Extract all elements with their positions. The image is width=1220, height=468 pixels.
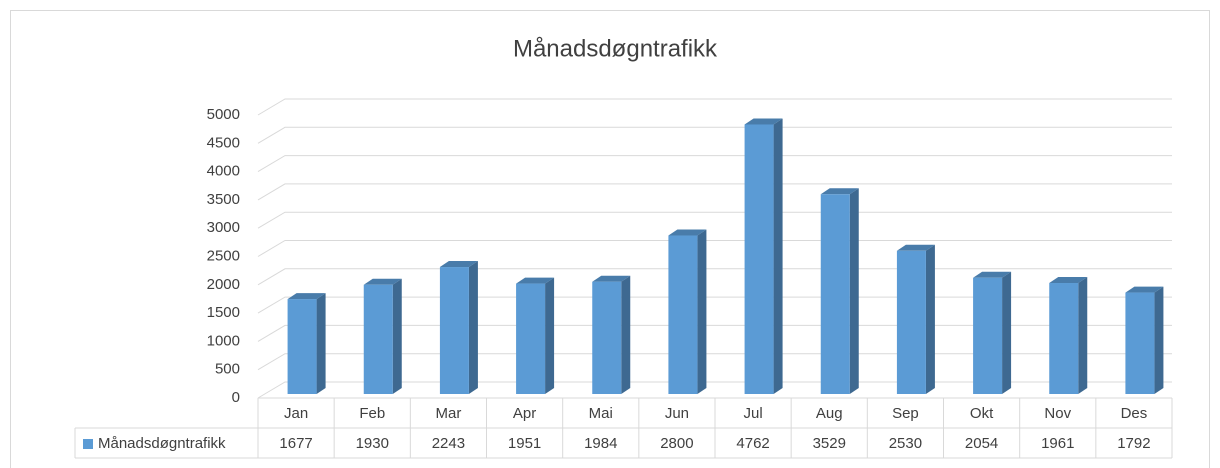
table-value: 4762: [736, 435, 769, 452]
y-tick-label: 3500: [207, 191, 240, 208]
x-tick-label: Okt: [970, 405, 994, 422]
chart-title: Månadsdøgntrafikk: [513, 35, 718, 62]
grid-line: [257, 296, 1172, 314]
bar-front: [744, 124, 774, 395]
bar-top: [744, 118, 783, 125]
bar-front: [287, 299, 317, 394]
table-value: 3529: [813, 435, 846, 452]
bar-side: [316, 293, 326, 394]
x-tick-label: Mai: [589, 405, 613, 422]
x-tick-label: Feb: [359, 405, 385, 422]
x-tick-label: Sep: [892, 405, 919, 422]
bar-top: [592, 275, 631, 282]
table-value: 1951: [508, 435, 541, 452]
legend-swatch: [83, 439, 93, 449]
bar: [287, 293, 326, 394]
x-tick-label: Apr: [513, 405, 536, 422]
bar: [820, 188, 859, 394]
table-value: 1792: [1117, 435, 1150, 452]
bar-top: [896, 244, 935, 251]
bar: [744, 118, 783, 395]
table-value: 1930: [356, 435, 389, 452]
bar: [668, 229, 707, 394]
x-tick-label: Jul: [743, 405, 762, 422]
bar-side: [697, 229, 707, 394]
table-value: 2054: [965, 435, 998, 452]
y-tick-label: 3000: [207, 219, 240, 236]
x-tick-label: Des: [1121, 405, 1148, 422]
bar-side: [468, 261, 478, 394]
grid-line: [257, 324, 1172, 342]
bar-front: [516, 283, 546, 394]
bar-front: [820, 194, 850, 394]
grid-line: [257, 211, 1172, 229]
bar-front: [1049, 283, 1079, 394]
x-tick-label: Nov: [1044, 405, 1071, 422]
grid-line: [257, 268, 1172, 286]
bar-front: [668, 235, 698, 394]
grid-line: [257, 381, 1172, 399]
bar: [516, 277, 555, 394]
grid-line: [257, 353, 1172, 371]
bar-side: [621, 275, 631, 394]
bar: [363, 278, 402, 394]
bar-front: [896, 250, 926, 394]
grid-line: [257, 155, 1172, 173]
bar-side: [849, 188, 859, 394]
bar-side: [925, 244, 935, 394]
bar-top: [973, 271, 1012, 278]
y-tick-label: 500: [215, 361, 240, 378]
y-tick-label: 4000: [207, 163, 240, 180]
y-tick-label: 1500: [207, 304, 240, 321]
bar: [973, 271, 1012, 394]
x-tick-label: Mar: [435, 405, 461, 422]
x-tick-label: Jun: [665, 405, 689, 422]
bar: [1049, 277, 1088, 394]
bar-front: [363, 284, 393, 394]
chart-border: [10, 10, 1210, 468]
bar-front: [592, 281, 622, 394]
bar-top: [820, 188, 859, 195]
bar: [1125, 286, 1164, 394]
y-tick-label: 5000: [207, 106, 240, 123]
bar-side: [773, 118, 783, 395]
bar: [592, 275, 631, 394]
table-value: 2243: [432, 435, 465, 452]
grid-line: [257, 183, 1172, 201]
bar-top: [287, 293, 326, 300]
bar-top: [439, 261, 478, 268]
bar-front: [973, 277, 1003, 394]
y-tick-label: 2000: [207, 276, 240, 293]
bar-top: [668, 229, 707, 236]
table-value: 1677: [279, 435, 312, 452]
x-tick-label: Aug: [816, 405, 843, 422]
bar: [439, 261, 478, 394]
grid-line: [257, 126, 1172, 144]
bar-front: [439, 267, 469, 394]
bar-top: [1125, 286, 1164, 293]
bar-top: [1049, 277, 1088, 284]
y-tick-label: 0: [232, 389, 240, 406]
bar-side: [1154, 286, 1164, 394]
bar: [896, 244, 935, 394]
bar-top: [363, 278, 402, 285]
bar-side: [392, 278, 402, 394]
bar-top: [516, 277, 555, 284]
grid-line: [257, 98, 1172, 116]
table-value: 1984: [584, 435, 617, 452]
grid-line: [257, 240, 1172, 257]
x-tick-label: Jan: [284, 405, 308, 422]
y-tick-label: 2500: [207, 247, 240, 264]
table-value: 2530: [889, 435, 922, 452]
y-tick-label: 4500: [207, 134, 240, 151]
bar-front: [1125, 292, 1155, 394]
bar-side: [1002, 271, 1012, 394]
legend-label: Månadsdøgntrafikk: [98, 435, 226, 452]
bar-side: [1078, 277, 1088, 394]
table-value: 2800: [660, 435, 693, 452]
table-value: 1961: [1041, 435, 1074, 452]
y-tick-label: 1000: [207, 332, 240, 349]
bar-side: [545, 277, 555, 394]
